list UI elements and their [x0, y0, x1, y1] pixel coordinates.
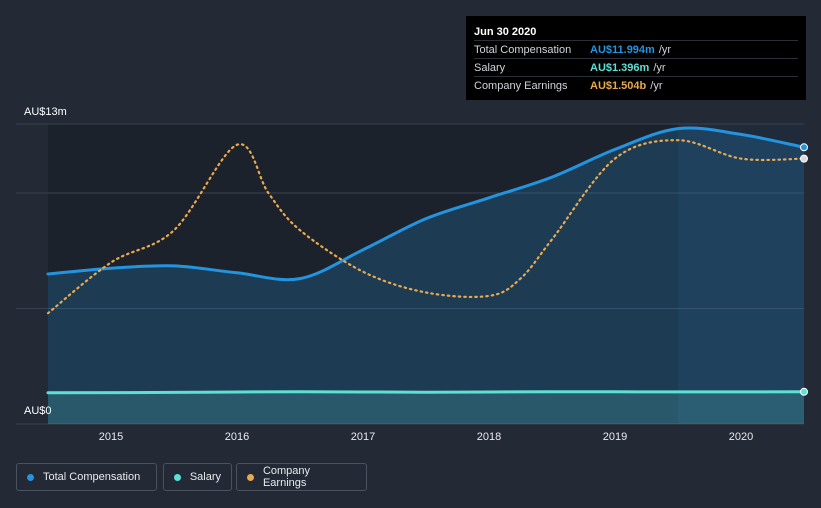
series-end-points	[800, 143, 808, 396]
x-tick-label: 2020	[728, 431, 754, 443]
series-end-point	[800, 154, 808, 163]
x-tick-label: 2017	[350, 431, 376, 443]
tooltip-label: Total Compensation	[474, 43, 572, 56]
tooltip-row-total-compensation: Total Compensation AU$11.994m /yr	[474, 40, 798, 58]
legend-item-company-earnings[interactable]: Company Earnings	[236, 463, 367, 491]
series-end-point	[800, 143, 808, 152]
series-areas	[48, 127, 804, 424]
tooltip-value: AU$1.504b	[590, 79, 647, 92]
y-axis-max-label: AU$13m	[24, 106, 67, 118]
tooltip-label: Company Earnings	[474, 79, 568, 92]
series-lines	[46, 126, 806, 395]
legend-item-salary[interactable]: Salary	[163, 463, 232, 491]
x-tick-label: 2019	[602, 431, 628, 443]
legend-item-total-compensation[interactable]: Total Compensation	[16, 463, 157, 491]
tooltip-date: Jun 30 2020	[474, 26, 537, 38]
legend-dot-icon	[247, 473, 254, 481]
series-end-point	[800, 387, 808, 396]
x-tick-label: 2016	[224, 431, 250, 443]
y-axis-min-label: AU$0	[24, 405, 52, 417]
series-line-salary	[46, 390, 806, 395]
series-area-total-compensation	[48, 127, 804, 424]
tooltip-label: Salary	[474, 61, 506, 74]
tooltip-row-salary: Salary AU$1.396m /yr	[474, 58, 798, 76]
chart-tooltip: Jun 30 2020 Total Compensation AU$11.994…	[466, 16, 806, 100]
tooltip-value: AU$1.396m	[590, 61, 650, 74]
legend-dot-icon	[174, 473, 181, 481]
tooltip-value: AU$11.994m	[590, 43, 655, 56]
legend-label: Company Earnings	[262, 465, 311, 489]
tooltip-unit: /yr	[650, 79, 663, 92]
legend-dot-icon	[27, 473, 34, 481]
series-line-total-compensation	[46, 126, 806, 282]
series-area-salary	[48, 391, 804, 424]
x-tick-label: 2015	[98, 431, 124, 443]
tooltip-unit: /yr	[658, 43, 672, 56]
legend-label: Salary	[189, 471, 221, 483]
series-line-company-earnings	[46, 139, 806, 315]
tooltip-row-company-earnings: Company Earnings AU$1.504b /yr	[474, 76, 798, 94]
tooltip-unit: /yr	[653, 61, 666, 74]
x-tick-label: 2018	[476, 431, 502, 443]
current-period-highlight	[678, 124, 804, 424]
plot-background	[48, 124, 804, 424]
grid-lines	[16, 123, 804, 425]
legend-label: Total Compensation	[43, 471, 141, 483]
